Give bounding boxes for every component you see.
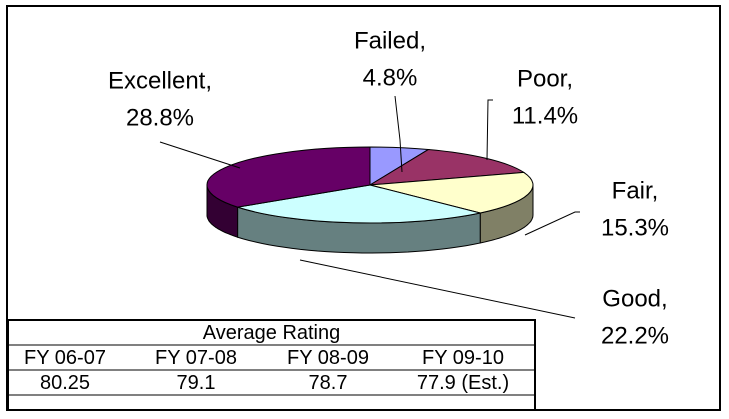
table-header: FY 09-10 [422, 347, 504, 369]
leader-line [486, 99, 493, 161]
category-label: Good, [602, 285, 667, 312]
slice [369, 171, 534, 214]
table-cell: 78.7 [309, 372, 348, 394]
value-label: 15.3% [601, 214, 669, 241]
table-cell: 77.9 (Est.) [417, 372, 509, 394]
value-label: 22.2% [601, 322, 669, 349]
category-label: Excellent, [108, 67, 212, 94]
table-title: Average Rating [203, 322, 341, 344]
leader-line [299, 259, 576, 319]
slice [237, 184, 481, 224]
slice [206, 146, 371, 208]
leader-line [524, 211, 580, 236]
value-label: 4.8% [363, 64, 418, 91]
leader-line [159, 141, 241, 169]
value-label: 28.8% [126, 104, 194, 131]
leader-line [394, 95, 403, 173]
table-cell: 80.25 [40, 372, 90, 394]
category-label: Failed, [354, 27, 426, 54]
table-header: FY 07-08 [155, 347, 237, 369]
category-label: Fair, [612, 177, 659, 204]
table-cell: 79.1 [177, 372, 216, 394]
table-header: FY 06-07 [24, 347, 106, 369]
value-label: 11.4% [512, 102, 578, 129]
table-header: FY 08-09 [287, 347, 369, 369]
category-label: Poor, [517, 65, 573, 92]
